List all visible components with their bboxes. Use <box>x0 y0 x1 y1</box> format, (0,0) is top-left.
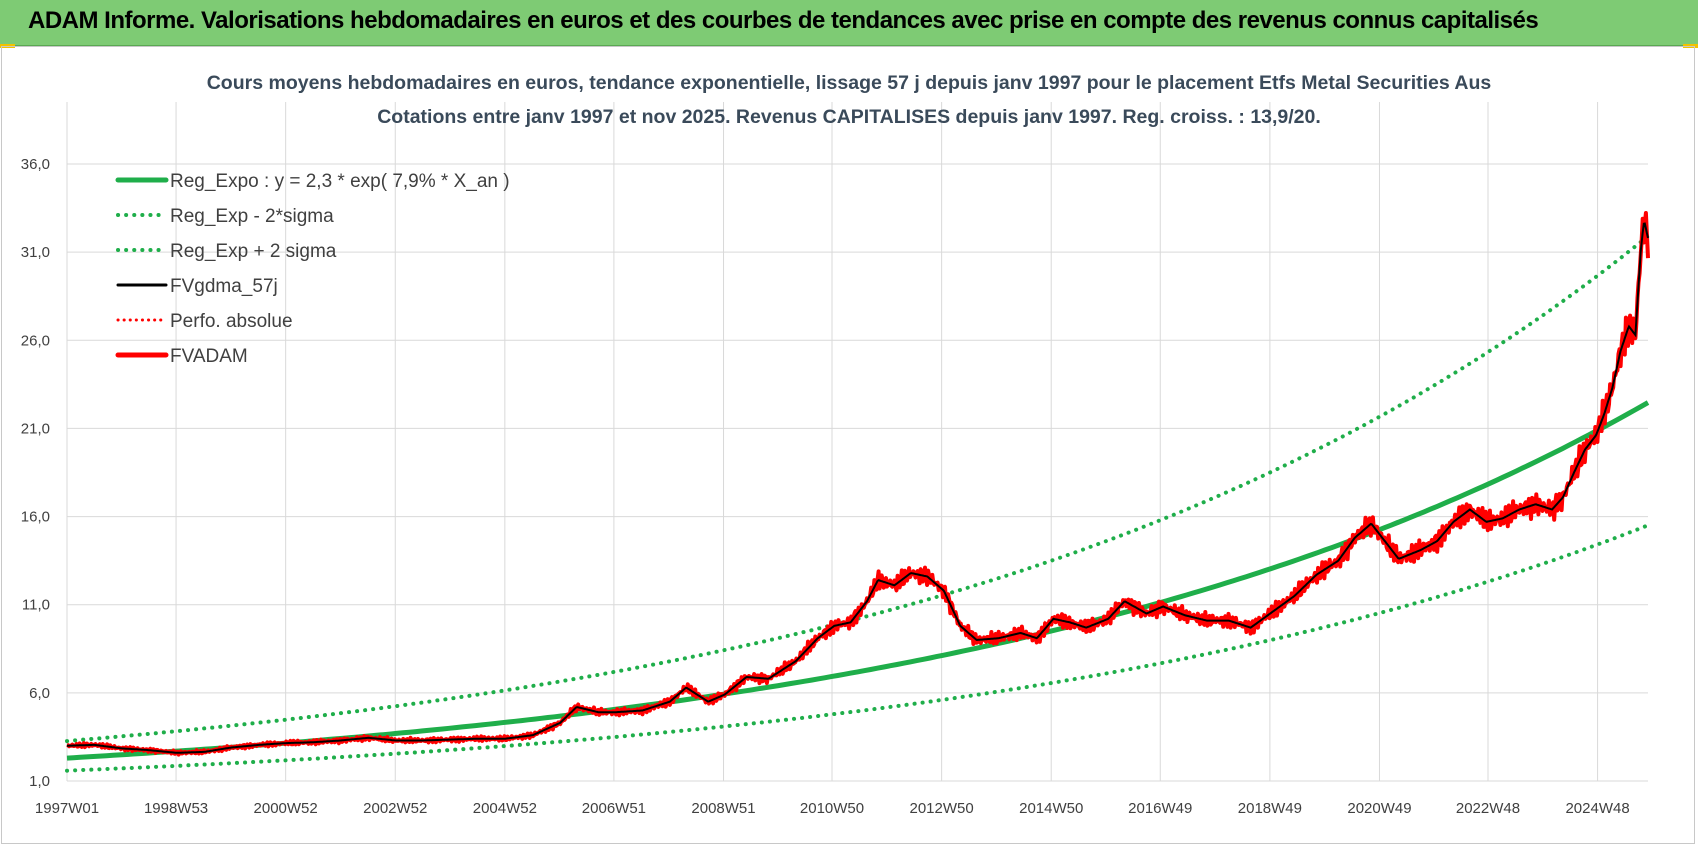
report-header: ADAM Informe. Valorisations hebdomadaire… <box>0 0 1698 46</box>
y-tick-label: 16,0 <box>21 509 50 526</box>
x-tick-label: 2004W52 <box>473 800 537 817</box>
x-axis: 1997W01 1998W53 2000W52 2002W52 2004W52 2006W… <box>35 800 1630 817</box>
x-tick-label: 2022W48 <box>1456 800 1520 817</box>
x-tick-label: 2000W52 <box>254 800 318 817</box>
x-tick-label: 1997W01 <box>35 800 99 817</box>
legend-label: Reg_Exp - 2*sigma <box>170 206 334 227</box>
x-tick-label: 2010W50 <box>800 800 864 817</box>
x-tick-label: 2002W52 <box>363 800 427 817</box>
x-tick-label: 2016W49 <box>1128 800 1192 817</box>
y-tick-label: 26,0 <box>21 332 50 349</box>
reg-minus-2sigma-line <box>65 523 1650 773</box>
chart-title: Cours moyens hebdomadaires en euros, ten… <box>207 72 1492 94</box>
report-title: ADAM Informe. Valorisations hebdomadaire… <box>28 7 1539 34</box>
y-tick-label: 31,0 <box>21 244 50 261</box>
legend-label: FVgdma_57j <box>170 276 278 297</box>
legend-label: Reg_Exp + 2 sigma <box>170 241 337 262</box>
y-tick-label: 6,0 <box>29 685 50 702</box>
legend: Reg_Expo : y = 2,3 * exp( 7,9% * X_an ) R… <box>115 171 510 367</box>
x-tick-label: 2018W49 <box>1238 800 1302 817</box>
y-tick-label: 11,0 <box>22 597 50 614</box>
x-tick-label: 1998W53 <box>144 800 208 817</box>
x-tick-label: 2020W49 <box>1347 800 1411 817</box>
legend-label: Reg_Expo : y = 2,3 * exp( 7,9% * X_an ) <box>170 171 510 192</box>
y-tick-label: 36,0 <box>21 156 50 173</box>
y-tick-label: 1,0 <box>29 773 50 790</box>
series-layer <box>65 211 1650 773</box>
x-tick-label: 2006W51 <box>582 800 646 817</box>
x-tick-label: 2008W51 <box>691 800 755 817</box>
x-tick-label: 2014W50 <box>1019 800 1083 817</box>
y-axis: 1,0 6,0 11,0 16,0 21,0 26,0 31,0 36,0 <box>21 156 50 790</box>
legend-label: Perfo. absolue <box>170 311 293 332</box>
legend-label: FVADAM <box>170 346 248 367</box>
reg-plus-2sigma-line <box>65 234 1650 744</box>
x-tick-label: 2012W50 <box>910 800 974 817</box>
chart-subtitle: Cotations entre janv 1997 et nov 2025. R… <box>377 106 1321 128</box>
grid <box>66 102 1648 782</box>
fvgdma-57j-line <box>67 222 1649 754</box>
reg-expo-line <box>66 400 1650 761</box>
chart-frame <box>1 46 1695 844</box>
x-tick-label: 2024W48 <box>1565 800 1629 817</box>
y-tick-label: 21,0 <box>21 420 50 437</box>
